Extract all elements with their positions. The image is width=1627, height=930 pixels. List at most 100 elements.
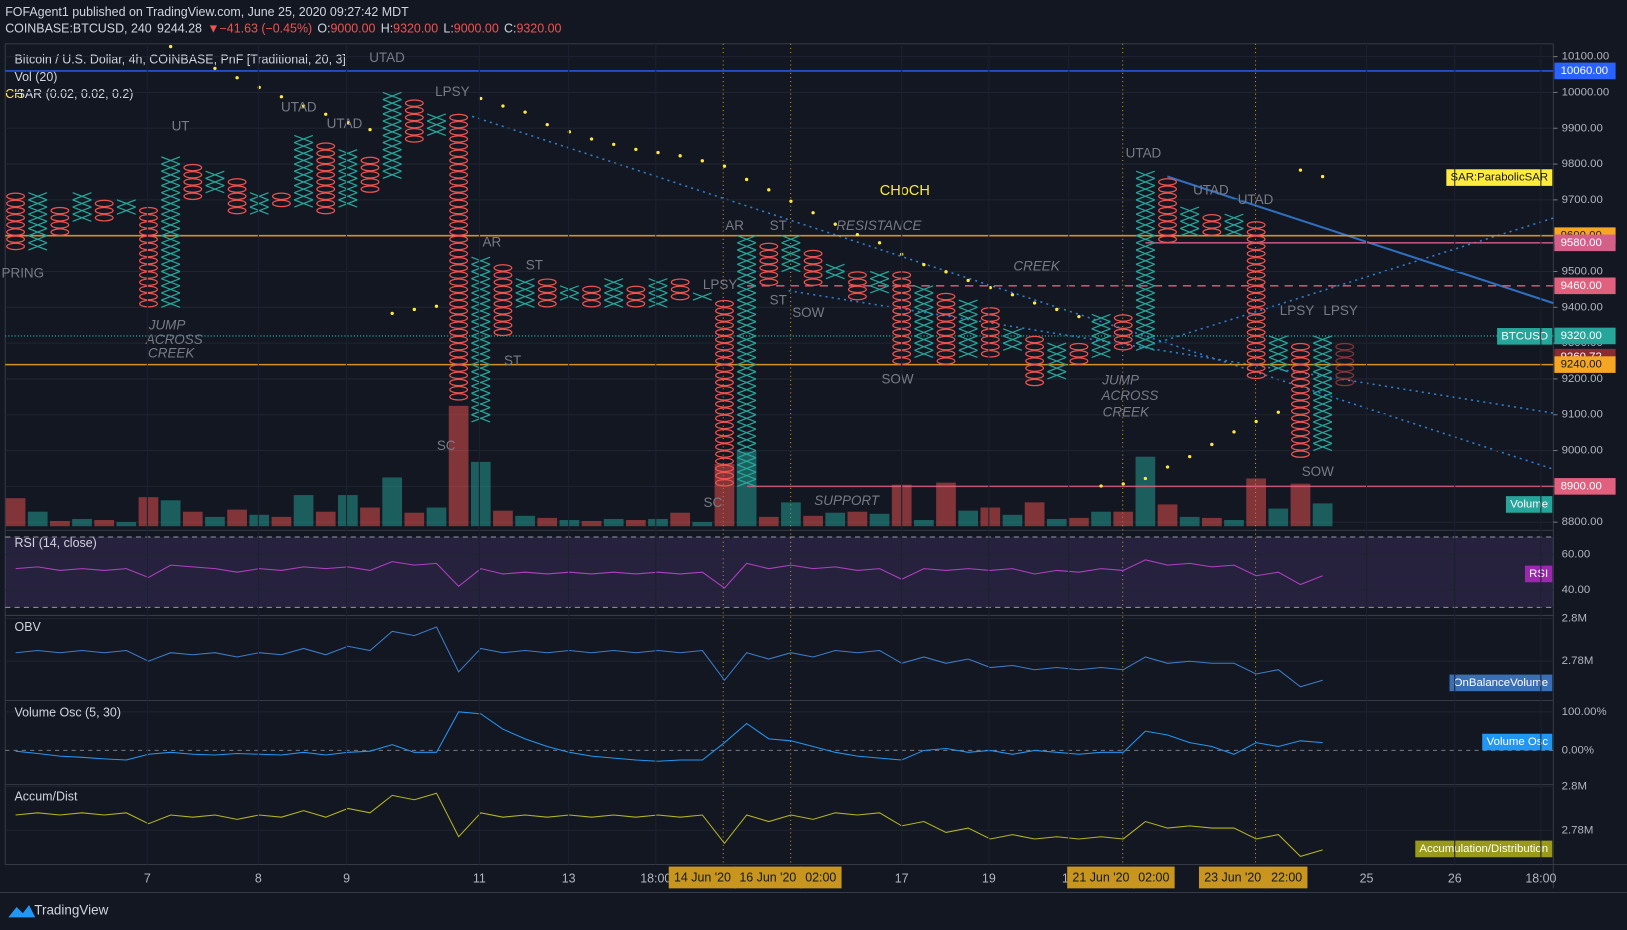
x-column: [1047, 342, 1067, 380]
price-tag: [1554, 478, 1616, 495]
x-label-highlight: [668, 866, 737, 889]
sar-dot: [1055, 307, 1059, 312]
price-tag-label: 8900.00: [1561, 480, 1602, 492]
y-tick-label: 10100.00: [1562, 51, 1610, 63]
volume-bar: [1224, 519, 1244, 527]
annotation: ST: [526, 257, 543, 272]
annotation: SC: [703, 495, 722, 510]
o-column: [404, 99, 424, 143]
volume-bar: [1002, 514, 1023, 527]
volume-bar: [670, 512, 691, 527]
price-tag-label: 9580.00: [1561, 237, 1602, 249]
annotation: SC: [437, 438, 456, 453]
o-column: [980, 307, 1000, 358]
x-column: [1224, 213, 1244, 237]
o-column: [1113, 314, 1133, 351]
x-column: [869, 270, 890, 294]
volume-bar: [138, 497, 159, 527]
o-column: [227, 178, 247, 215]
annotation: JUMP: [148, 318, 186, 333]
x-tick-label: 19: [982, 871, 996, 885]
annotation: CHoCH: [880, 183, 930, 199]
header-field: L:: [443, 21, 453, 35]
header-field: COINBASE:BTCUSD, 240: [5, 21, 152, 35]
series-tag-label: OnBalanceVolume: [1454, 677, 1548, 689]
volume-bar: [94, 519, 115, 527]
cut-label: CH: [5, 87, 23, 101]
volume-bar: [1091, 511, 1111, 527]
annotation: SOW: [792, 305, 824, 320]
sar-dot: [833, 222, 837, 226]
y-tick-label: 2.8M: [1562, 781, 1587, 793]
volume-bar: [448, 405, 469, 527]
annotation: UTAD: [281, 100, 317, 115]
header-field: 9000.00: [331, 21, 376, 35]
o-column: [50, 206, 70, 236]
volume-bar: [382, 477, 403, 527]
o-column: [1158, 178, 1177, 244]
x-column: [1135, 170, 1155, 351]
x-label-highlight: [1067, 866, 1135, 889]
series-tag-label: RSI: [1529, 568, 1548, 580]
x-tick-label: 21 Jun '20: [1072, 870, 1129, 884]
sar-dot: [545, 122, 549, 127]
o-column: [1291, 342, 1310, 458]
volume-bar: [913, 519, 934, 527]
volume-bar: [648, 518, 668, 527]
x-tick-label: 13: [562, 871, 576, 885]
sar-dot: [168, 44, 173, 49]
x-column: [28, 192, 48, 251]
sar-dot: [523, 110, 527, 114]
volume-bar: [1046, 518, 1067, 527]
annotation: RESISTANCE: [836, 218, 922, 233]
x-column: [249, 192, 269, 215]
price-tag: [1554, 62, 1616, 80]
annotation: ACROSS: [145, 332, 203, 347]
header-field: C:: [504, 21, 516, 35]
series-tag-label: BTCUSD: [1501, 330, 1548, 342]
frame: [0, 43, 1627, 894]
header-field: 9000.00: [454, 21, 499, 35]
sar-dot: [1121, 482, 1125, 486]
x-column: [205, 170, 225, 194]
annotation: CREEK: [1103, 405, 1150, 420]
indicator-line: [15, 626, 1323, 688]
o-column: [316, 142, 336, 215]
x-column: [338, 149, 358, 208]
volume-bar: [758, 516, 779, 527]
annotation: UTAD: [1238, 192, 1274, 207]
sar-dot: [589, 137, 594, 141]
x-column: [426, 113, 447, 136]
series-tag-label: Volume: [1510, 498, 1548, 510]
y-tick-label: 2.78M: [1562, 655, 1594, 667]
o-column: [759, 242, 779, 287]
sar-dot: [877, 241, 882, 245]
x-column: [958, 299, 978, 359]
volume-bar: [72, 518, 92, 527]
pane-title: RSI (14, close): [15, 536, 97, 550]
sar-dot: [1254, 419, 1258, 424]
volume-bar: [803, 515, 823, 527]
logo: [8, 904, 36, 918]
x-tick-label: 22:00: [1271, 870, 1302, 884]
study-label: Vol (20): [15, 70, 58, 84]
volume-bar: [781, 502, 801, 527]
annotation: ACROSS: [1101, 388, 1159, 403]
o-column: [183, 163, 203, 201]
volume-bar: [1201, 517, 1222, 527]
sar-dot: [390, 311, 394, 316]
volume-bar: [470, 461, 491, 527]
header-field: 9320.00: [393, 21, 438, 35]
o-column: [1335, 342, 1355, 387]
sar-dot: [678, 154, 682, 158]
x-tick-label: 8: [255, 871, 262, 885]
series-tag-label: SAR:ParabolicSAR: [1450, 172, 1548, 184]
x-column: [1268, 335, 1288, 373]
author-line: FOFAgent1 published on TradingView.com, …: [5, 5, 409, 19]
annotation: CREEK: [1013, 258, 1060, 273]
volume-bar: [537, 517, 558, 527]
pane-title: OBV: [15, 620, 42, 634]
sar-dot: [479, 96, 483, 101]
volume-bar: [1157, 504, 1178, 527]
